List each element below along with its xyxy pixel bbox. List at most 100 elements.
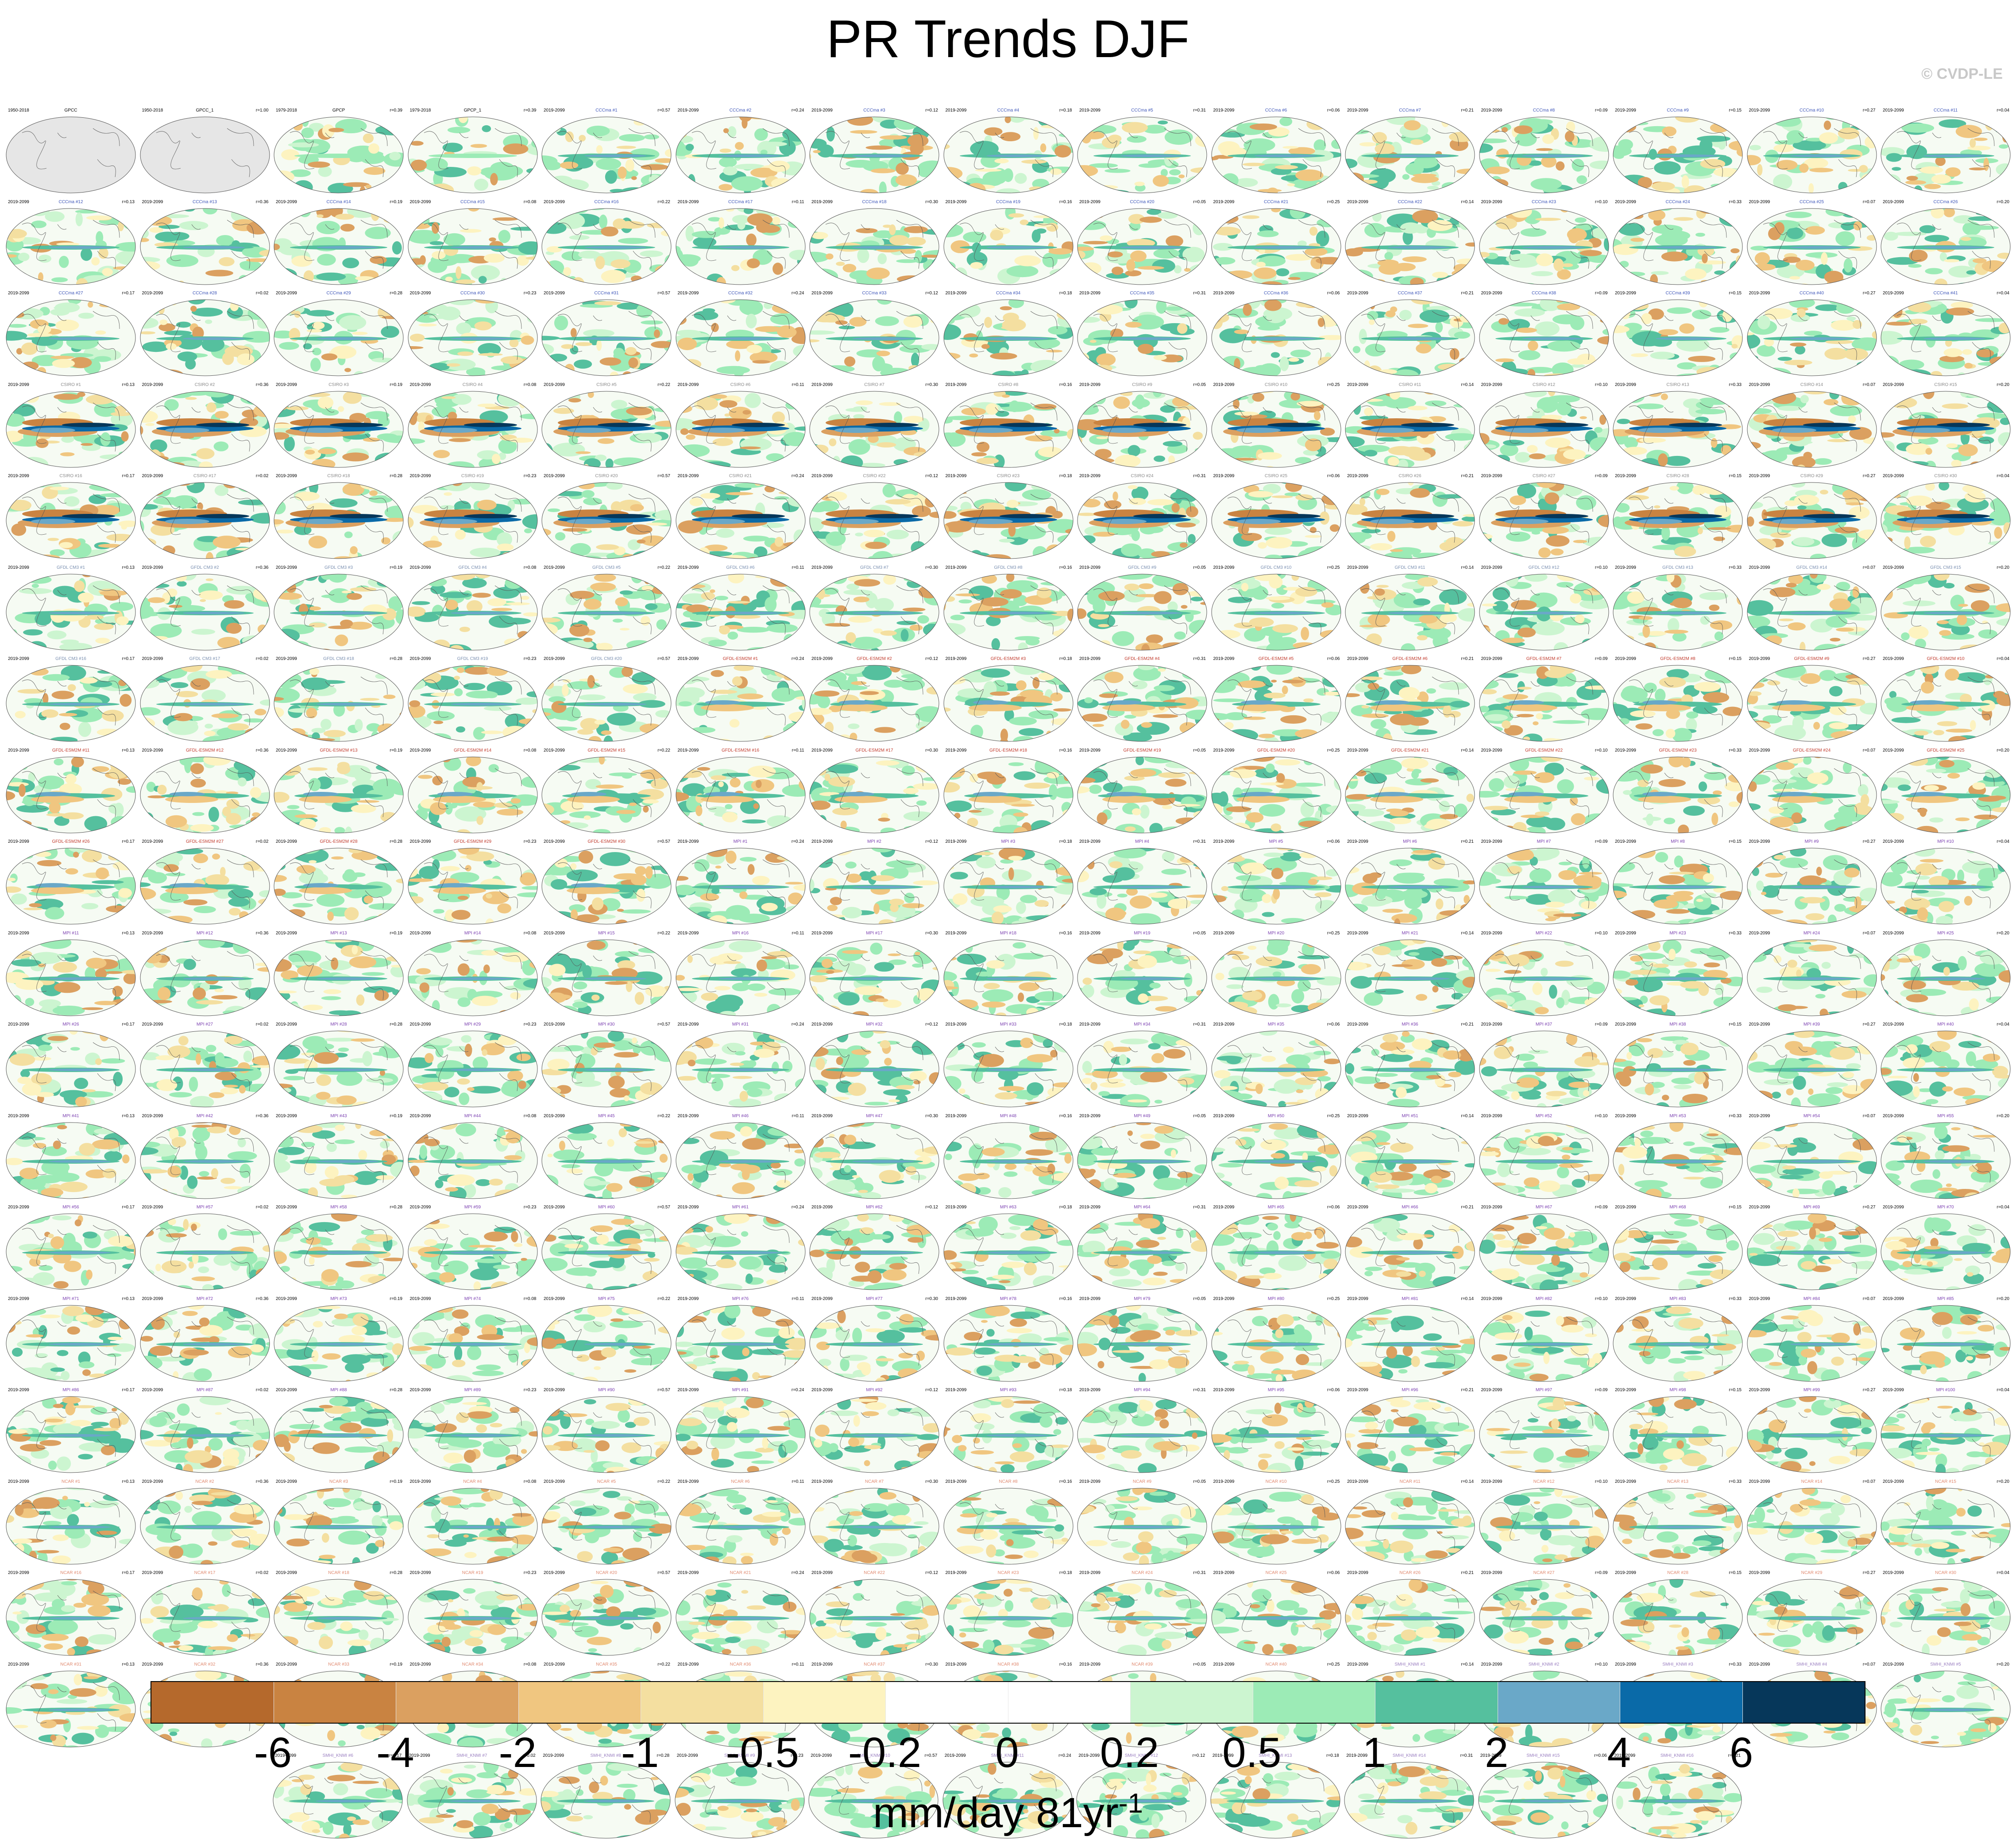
panel-correlation: r=0.28: [657, 1753, 670, 1758]
panel-label: 1979-2018 GPCP_1 r=0.39: [406, 106, 539, 115]
panel-correlation: r=0.24: [791, 1570, 804, 1575]
panel-period: 2019-2099: [945, 1205, 967, 1210]
panel-name: MPI #25: [1937, 930, 1954, 936]
panel-period: 2019-2099: [1883, 108, 1904, 113]
panel-correlation: r=0.21: [1461, 1022, 1474, 1027]
panel-correlation: r=0.07: [1862, 748, 1876, 753]
panel-period: 2019-2099: [8, 930, 29, 936]
panel-name: CSIRO #30: [1934, 474, 1957, 478]
panel-correlation: r=0.31: [1193, 291, 1206, 296]
panel-label: 1979-2018 GPCP r=0.39: [272, 106, 405, 115]
panel-label: 2019-2099 GFDL CM3 #10 r=0.25: [1210, 563, 1343, 572]
panel-period: 2019-2099: [544, 382, 565, 387]
panel-correlation: r=0.15: [1729, 839, 1742, 844]
panel-name: NCAR #18: [328, 1570, 349, 1575]
panel-name: MPI #24: [1803, 930, 1820, 936]
trend-map: [676, 939, 805, 1016]
panel-name: GFDL-ESM2M #27: [185, 839, 224, 844]
panel-correlation: r=0.22: [657, 1113, 670, 1119]
panel-name: CSIRO #15: [1934, 382, 1957, 387]
model-panel: 2019-2099 MPI #87 r=0.02: [139, 1386, 271, 1474]
model-panel: 2019-2099 CCCma #25 r=0.07: [1746, 198, 1878, 286]
panel-period: 2019-2099: [1481, 748, 1502, 753]
panel-label: 2019-2099 CCCma #32 r=0.24: [674, 289, 807, 298]
model-panel: 2019-2099 CSIRO #10 r=0.25: [1210, 381, 1343, 469]
model-panel: 2019-2099 NCAR #25 r=0.06: [1210, 1569, 1343, 1657]
panel-label: 2019-2099 MPI #28 r=0.28: [272, 1020, 405, 1029]
panel-label: 2019-2099 GFDL CM3 #8 r=0.16: [942, 563, 1075, 572]
model-panel: 2019-2099 CSIRO #14 r=0.07: [1746, 381, 1878, 469]
trend-map: [1881, 1122, 2011, 1199]
model-panel: 2019-2099 SMHI_KNMI #9 r=0.23: [673, 1751, 806, 1840]
panel-name: SMHI_KNMI #8: [590, 1753, 621, 1758]
model-panel: 2019-2099 MPI #20 r=0.25: [1210, 929, 1343, 1018]
panel-period: 2019-2099: [544, 930, 565, 936]
panel-period: 2019-2099: [1079, 1205, 1101, 1210]
trend-map: [274, 1396, 404, 1473]
panel-name: MPI #91: [732, 1388, 749, 1393]
panel-period: 2019-2099: [1883, 839, 1904, 844]
panel-period: 2019-2099: [1749, 839, 1770, 844]
panel-name: NCAR #40: [1265, 1662, 1287, 1667]
panel-label: 2019-2099 NCAR #31 r=0.13: [4, 1660, 137, 1669]
model-panel: 2019-2099 MPI #100 r=0.04: [1879, 1386, 2012, 1474]
panel-period: 2019-2099: [677, 839, 699, 844]
panel-period: 2019-2099: [544, 291, 565, 296]
panel-correlation: r=0.57: [657, 1388, 670, 1393]
panel-name: MPI #9: [1804, 839, 1819, 844]
panel-label: 2019-2099 MPI #91 r=0.24: [674, 1386, 807, 1395]
trend-map: [140, 1488, 270, 1564]
trend-map: [809, 756, 939, 833]
colorbar-swatch: [1620, 1682, 1742, 1723]
panel-label: 2019-2099 NCAR #6 r=0.11: [674, 1478, 807, 1486]
model-panel: 2019-2099 MPI #24 r=0.07: [1746, 929, 1878, 1018]
panel-label: 2019-2099 GFDL-ESM2M #25 r=0.20: [1879, 746, 2012, 755]
panel-correlation: r=0.23: [523, 656, 537, 661]
trend-map: [1479, 1579, 1609, 1656]
panel-correlation: r=0.27: [1862, 108, 1876, 113]
panel-period: 2019-2099: [1481, 199, 1502, 204]
trend-map: [140, 939, 270, 1016]
trend-map: [1881, 116, 2011, 193]
trend-map: [1479, 756, 1609, 833]
trend-map: [809, 1396, 939, 1473]
panel-name: CCCma #36: [1263, 291, 1289, 296]
model-panel: 2019-2099 CSIRO #23 r=0.18: [942, 472, 1075, 560]
panel-name: GFDL-ESM2M #10: [1927, 656, 1965, 661]
panel-label: 2019-2099 MPI #8 r=0.15: [1611, 837, 1744, 846]
panel-correlation: r=0.08: [523, 930, 537, 936]
cvdp-watermark: © CVDP-LE: [1921, 66, 2003, 82]
panel-correlation: r=0.24: [791, 1022, 804, 1027]
panel-name: MPI #3: [1001, 839, 1016, 844]
panel-name: MPI #52: [1535, 1113, 1553, 1119]
panel-label: 2019-2099 NCAR #10 r=0.25: [1210, 1478, 1343, 1486]
panel-name: MPI #100: [1936, 1388, 1955, 1393]
panel-label: 2019-2099 CCCma #38 r=0.09: [1478, 289, 1610, 298]
colorbar-swatch: [885, 1682, 1008, 1723]
panel-period: 2019-2099: [811, 1570, 833, 1575]
panel-period: 2019-2099: [276, 1296, 297, 1301]
panel-period: 2019-2099: [1213, 199, 1235, 204]
model-panel: 2019-2099 CSIRO #20 r=0.57: [540, 472, 673, 560]
trend-map: [541, 208, 672, 285]
panel-correlation: r=0.08: [523, 565, 537, 570]
model-panel: 2019-2099 GFDL-ESM2M #27 r=0.02: [139, 837, 271, 926]
panel-correlation: r=0.02: [255, 1570, 269, 1575]
panel-label: 2019-2099 MPI #66 r=0.21: [1344, 1203, 1476, 1212]
model-panel: 2019-2099 NCAR #14 r=0.07: [1746, 1478, 1878, 1566]
model-panel: 2019-2099 MPI #61 r=0.24: [674, 1203, 807, 1292]
panel-label: 2019-2099 GFDL-ESM2M #5 r=0.06: [1210, 655, 1343, 664]
panel-correlation: r=0.24: [791, 839, 804, 844]
panel-name: GFDL CM3 #11: [1394, 565, 1425, 570]
panel-name: MPI #29: [464, 1022, 481, 1027]
panel-label: 2019-2099 MPI #27 r=0.02: [139, 1020, 271, 1029]
panel-label: 2019-2099 NCAR #19 r=0.23: [406, 1569, 539, 1578]
panel-name: GFDL CM3 #7: [860, 565, 889, 570]
panel-period: 2019-2099: [142, 474, 163, 478]
panel-label: 2019-2099 MPI #77 r=0.30: [808, 1295, 941, 1304]
trend-map: [1077, 939, 1207, 1016]
panel-label: 2019-2099 MPI #94 r=0.31: [1076, 1386, 1209, 1395]
trend-map: [809, 1488, 939, 1564]
trend-map: [1077, 1488, 1207, 1564]
panel-label: 2019-2099 CSIRO #27 r=0.09: [1478, 472, 1610, 481]
